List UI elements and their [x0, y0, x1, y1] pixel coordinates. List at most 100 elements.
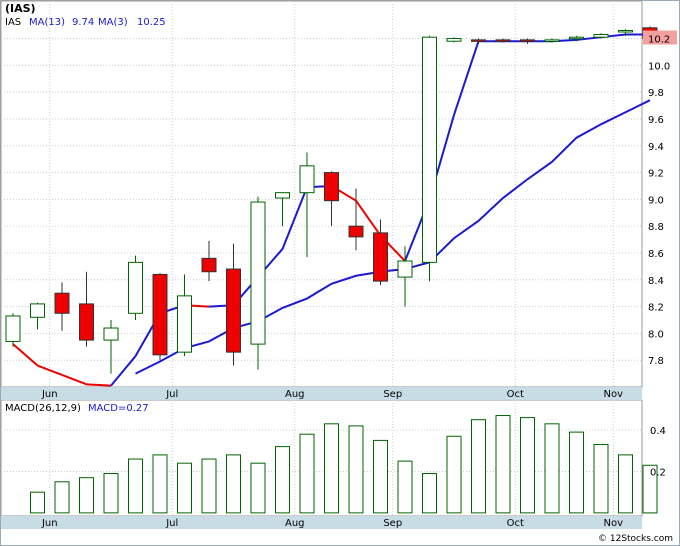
up-candle: [422, 35, 437, 282]
price-y-tick-label: 7.8: [648, 356, 664, 367]
down-candle: [79, 271, 94, 347]
price-x-tick-label: Sep: [383, 389, 402, 400]
down-candle: [348, 188, 364, 251]
candle-body: [373, 232, 388, 282]
macd-bar: [177, 462, 192, 514]
ma13-line: [135, 99, 651, 375]
price-y-tick-label: 9.8: [648, 88, 664, 99]
candle-body: [201, 257, 217, 273]
candle-body: [422, 36, 437, 263]
price-x-tick-label: Aug: [285, 389, 305, 400]
legend-ma13-value: 9.74: [72, 17, 94, 28]
candle-body: [569, 36, 584, 40]
macd-bar: [30, 491, 45, 514]
candle-body: [250, 201, 266, 345]
down-candle: [520, 38, 535, 44]
price-x-tick-label: Jun: [41, 389, 58, 400]
price-y-tick-label: 8.6: [648, 249, 664, 260]
ma3-segment: [110, 355, 137, 387]
gridlines: [1, 1, 642, 516]
macd-x-tick-label: Jul: [165, 518, 178, 529]
down-candle: [471, 38, 486, 44]
candle-body: [299, 165, 315, 194]
ticker-title: (IAS): [5, 2, 36, 15]
macd-bar: [275, 446, 290, 514]
up-candle: [593, 33, 609, 39]
macd-bar: [54, 481, 70, 514]
macd-x-tick-label: Oct: [507, 518, 524, 529]
ma3-segment: [37, 364, 63, 376]
candle-body: [54, 292, 70, 314]
price-panel: [0, 0, 643, 388]
price-y-tick-label: 8.4: [648, 276, 664, 287]
macd-bar: [422, 473, 437, 514]
macd-bar: [299, 433, 315, 514]
macd-bar: [324, 423, 339, 514]
macd-bar: [128, 458, 143, 514]
price-y-tick-label: 9.4: [648, 142, 664, 153]
candle-body: [520, 39, 535, 42]
macd-x-tick-label: Nov: [603, 518, 623, 529]
price-y-tick-label: 10.0: [648, 61, 670, 72]
macd-y-tick-label: 0.4: [650, 426, 666, 437]
candle-body: [471, 39, 486, 42]
up-candle: [275, 192, 290, 227]
candle-body: [495, 39, 511, 42]
legend-ma13-label: MA(13): [29, 17, 65, 28]
macd-bar: [79, 477, 94, 514]
ma3-segment: [281, 186, 308, 250]
macd-x-tick-label: Sep: [383, 518, 402, 529]
macd-bar: [348, 425, 364, 514]
ma3-segment: [12, 343, 39, 367]
ma3-segment: [355, 200, 382, 237]
last-price-value: 10.2: [648, 35, 670, 46]
ma3-segment: [61, 374, 87, 386]
price-y-tick-label: 8.2: [648, 303, 664, 314]
macd-bar: [593, 444, 609, 514]
candle-body: [275, 192, 290, 199]
price-x-tick-label: Jul: [165, 389, 178, 400]
macd-bar: [226, 454, 241, 514]
macd-bar: [520, 417, 535, 514]
candle-body: [618, 29, 633, 33]
macd-bar: [495, 415, 511, 514]
footer-credit: © 12Stocks.com: [598, 534, 673, 544]
legend-ma3-label: MA(3): [98, 17, 128, 28]
up-candle: [569, 35, 584, 42]
macd-y-tick-label: 0.2: [650, 467, 666, 478]
candle-body: [593, 34, 609, 38]
down-candle: [152, 273, 168, 361]
candle-body: [446, 38, 462, 42]
macd-bar: [201, 458, 217, 514]
down-candle: [324, 171, 339, 227]
down-candle: [201, 240, 217, 282]
candle-body: [177, 295, 192, 353]
candle-body: [5, 315, 21, 342]
candle-body: [544, 39, 560, 42]
macd-bar: [642, 464, 658, 514]
macd-bar: [569, 431, 584, 514]
candle-body: [79, 303, 94, 341]
candle-body: [30, 303, 45, 318]
ma3-segment: [86, 383, 112, 387]
down-candle: [373, 219, 388, 286]
price-y-tick-label: 8.0: [648, 329, 664, 340]
macd-bar: [618, 454, 633, 514]
candle-body: [324, 172, 339, 202]
macd-bar: [471, 419, 486, 514]
price-x-tick-label: Oct: [507, 389, 524, 400]
axis-labels: 7.8 8.0 8.2 8.4 8.6 8.8 9.0 9.2 9.4 9.6 9.8 10.0 10.…: [41, 35, 670, 529]
ma3-segment: [453, 40, 480, 116]
price-y-tick-label: 9.2: [648, 169, 664, 180]
up-candle: [446, 37, 462, 43]
macd-bar: [250, 462, 266, 514]
up-candle: [299, 152, 315, 257]
macd-x-tick-label: Jun: [41, 518, 58, 529]
price-y-tick-label: 8.8: [648, 222, 664, 233]
up-candle: [5, 313, 21, 347]
macd-bar: [397, 460, 413, 514]
up-candle: [397, 246, 413, 307]
legend-symbol: IAS: [5, 17, 21, 28]
macd-bar: [446, 435, 462, 514]
